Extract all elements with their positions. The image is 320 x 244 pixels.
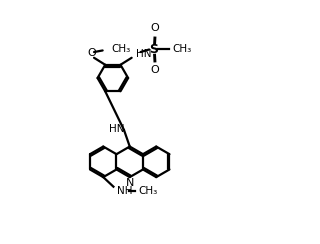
Text: O: O: [150, 23, 159, 33]
Text: HN: HN: [136, 49, 151, 59]
Text: CH₃: CH₃: [111, 44, 130, 54]
Text: S: S: [149, 43, 158, 56]
Text: N: N: [125, 178, 134, 188]
Text: CH₃: CH₃: [172, 44, 192, 54]
Text: O: O: [88, 48, 97, 58]
Text: HN: HN: [109, 124, 125, 134]
Text: CH₃: CH₃: [138, 186, 157, 196]
Text: O: O: [150, 65, 159, 75]
Text: NH: NH: [116, 185, 132, 195]
